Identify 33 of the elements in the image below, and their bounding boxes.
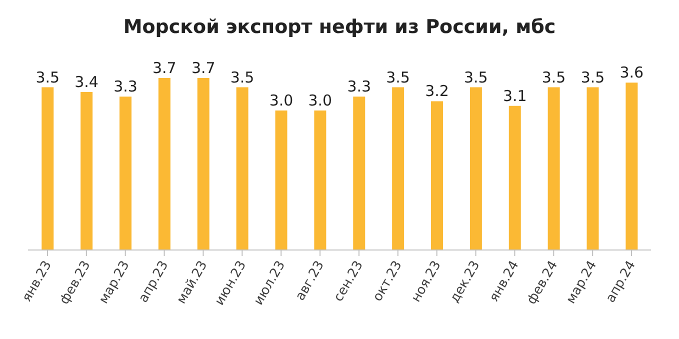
- bar: [392, 87, 404, 250]
- data-label: 3.4: [74, 72, 98, 91]
- bar: [275, 110, 288, 250]
- data-label: 3.5: [36, 68, 60, 86]
- bar: [508, 106, 521, 250]
- data-label: 3.1: [502, 86, 527, 105]
- bar: [314, 110, 326, 250]
- data-label: 3.3: [347, 78, 372, 96]
- bar: [548, 87, 560, 250]
- chart-title: Морской экспорт нефти из России, мбс: [122, 15, 557, 38]
- data-label: 3.2: [425, 82, 449, 100]
- data-label: 3.5: [580, 68, 605, 86]
- data-label: 3.7: [152, 59, 176, 77]
- data-label: 3.3: [114, 78, 138, 96]
- bar: [586, 87, 599, 250]
- data-label: 3.0: [269, 92, 294, 110]
- bar: [197, 78, 210, 250]
- data-label: 3.6: [620, 64, 644, 82]
- data-label: 3.5: [464, 68, 488, 86]
- bar: [42, 87, 54, 250]
- bar: [353, 96, 366, 250]
- bar: [626, 82, 638, 250]
- bar: [431, 101, 444, 250]
- data-label: 3.5: [542, 68, 566, 86]
- bar: [120, 96, 132, 250]
- bar: [158, 78, 170, 250]
- bar: [470, 87, 482, 250]
- data-label: 3.5: [230, 68, 254, 86]
- data-label: 3.0: [308, 92, 332, 110]
- data-label: 3.5: [386, 68, 410, 86]
- bar: [236, 87, 248, 250]
- bar: [80, 92, 93, 250]
- data-label: 3.7: [191, 59, 216, 77]
